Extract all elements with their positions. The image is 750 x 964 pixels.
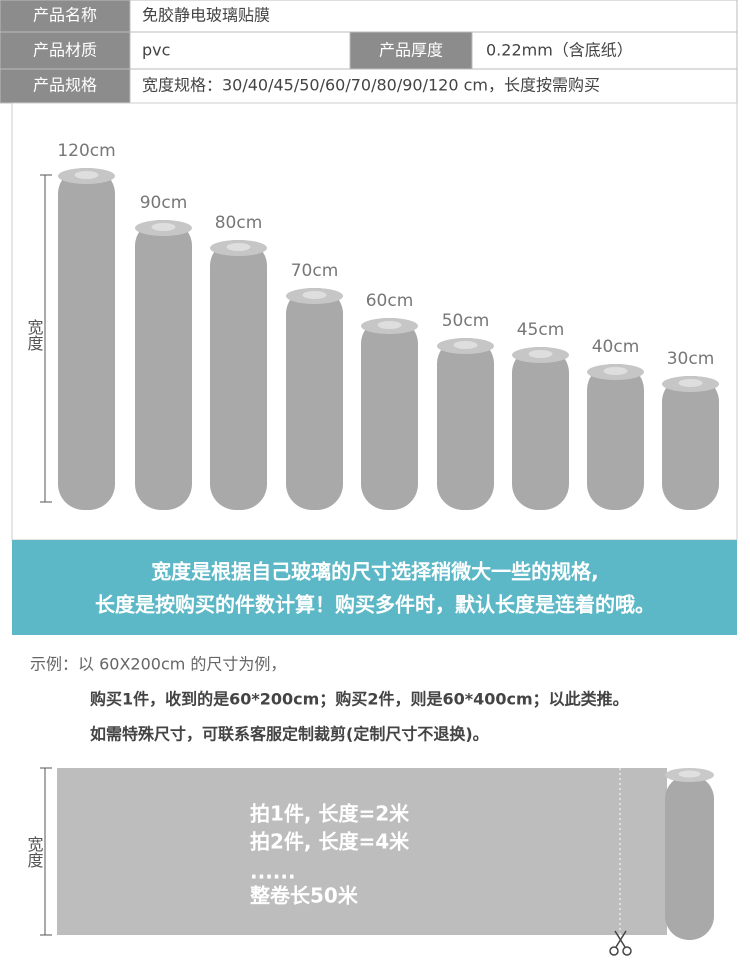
roll-label: 120cm xyxy=(57,141,115,161)
roll-body xyxy=(286,288,343,510)
roll-core xyxy=(603,367,628,375)
roll-core xyxy=(74,171,99,179)
length-line: ...... xyxy=(250,860,296,884)
value-cell xyxy=(471,31,738,70)
length-line: 拍2件, 长度=4米 xyxy=(250,830,410,854)
roll-core xyxy=(151,223,176,231)
value: 宽度规格：30/40/45/50/60/70/80/90/120 cm，长度按需… xyxy=(142,76,600,95)
value-cell xyxy=(129,68,738,104)
axis-label: 宽度 xyxy=(25,319,44,351)
roll-body xyxy=(361,318,418,510)
length-line: 整卷长50米 xyxy=(249,884,359,908)
label: 产品材质 xyxy=(33,41,97,60)
roll-label: 90cm xyxy=(140,193,188,213)
roll-core xyxy=(453,341,478,349)
roll-body xyxy=(135,220,192,510)
roll-core xyxy=(302,291,327,299)
axis-label: 宽度 xyxy=(25,836,44,868)
label: 产品名称 xyxy=(33,6,97,25)
value: 0.22mm（含底纸） xyxy=(486,41,633,60)
roll xyxy=(665,768,714,940)
label-cell xyxy=(349,31,473,70)
example-intro: 示例：以 60X200cm 的尺寸为例， xyxy=(30,655,286,674)
spec-table xyxy=(0,0,738,104)
roll-body xyxy=(512,347,569,510)
example-line: 购买1件，收到的是60*200cm；购买2件，则是60*400cm；以此类推。 xyxy=(90,690,629,709)
roll-body xyxy=(437,338,494,510)
roll-label: 30cm xyxy=(667,349,715,369)
label: 产品规格 xyxy=(33,76,97,95)
roll-label: 50cm xyxy=(442,311,490,331)
length-line: 拍1件, 长度=2米 xyxy=(250,802,410,826)
roll-core xyxy=(377,321,402,329)
value: pvc xyxy=(142,41,170,60)
film-sheet xyxy=(57,768,667,935)
roll-core xyxy=(678,379,703,387)
roll-label: 40cm xyxy=(592,337,640,357)
roll-body xyxy=(58,168,115,510)
example-line: 如需特殊尺寸，可联系客服定制裁剪(定制尺寸不退换)。 xyxy=(90,725,489,744)
roll-label: 60cm xyxy=(366,291,414,311)
label-cell xyxy=(0,0,131,33)
roll-core xyxy=(528,350,553,358)
banner-line: 长度是按购买的件数计算！购买多件时，默认长度是连着的哦。 xyxy=(95,593,655,617)
value: 免胶静电玻璃贴膜 xyxy=(142,6,270,25)
roll-body xyxy=(210,240,267,510)
roll-body xyxy=(662,376,719,510)
roll-label: 45cm xyxy=(517,320,565,340)
rolls: 120cm 90cm 80cm 70cm 60cm 50cm 45cm 40cm 30cm xyxy=(57,141,719,510)
scissors-icon xyxy=(609,930,632,956)
width-axis xyxy=(40,174,52,503)
label-cell xyxy=(0,68,131,104)
label: 产品厚度 xyxy=(379,41,443,60)
roll-body xyxy=(587,364,644,510)
banner-line: 宽度是根据自己玻璃的尺寸选择稍微大一些的规格, xyxy=(151,560,599,584)
roll-label: 80cm xyxy=(215,213,263,233)
banner xyxy=(12,540,737,635)
roll-label: 70cm xyxy=(291,261,339,281)
value-cell xyxy=(129,0,738,33)
roll-core xyxy=(226,243,251,251)
length-axis xyxy=(40,767,52,936)
